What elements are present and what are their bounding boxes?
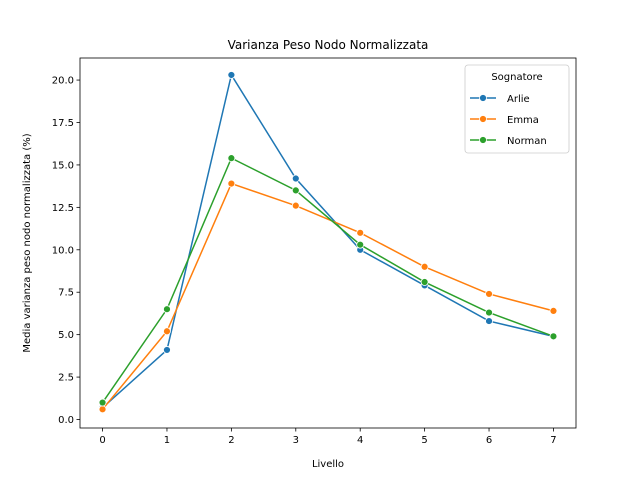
y-axis-label: Media varianza peso nodo normalizzata (%… bbox=[22, 133, 33, 352]
legend-label-norman: Norman bbox=[507, 136, 547, 147]
data-point-norman bbox=[485, 308, 493, 317]
y-tick-label: 2.5 bbox=[58, 373, 74, 384]
x-tick-label: 4 bbox=[357, 435, 363, 446]
data-point-arlie bbox=[485, 317, 493, 325]
data-point-arlie bbox=[227, 71, 236, 79]
legend-label-arlie: Arlie bbox=[507, 94, 530, 105]
legend-box bbox=[464, 64, 570, 154]
legend-marker-arlie bbox=[479, 94, 487, 102]
series-line-emma bbox=[101, 182, 554, 410]
data-point-emma bbox=[163, 327, 171, 336]
y-tick-label: 7.5 bbox=[58, 288, 74, 299]
data-point-norman bbox=[420, 278, 429, 286]
data-point-norman bbox=[549, 332, 558, 341]
x-tick-label: 6 bbox=[486, 435, 492, 446]
data-point-emma bbox=[549, 306, 558, 315]
y-tick-label: 0.0 bbox=[58, 415, 74, 426]
y-tick-label: 20.0 bbox=[52, 76, 74, 87]
data-point-arlie bbox=[291, 174, 300, 183]
y-tick-label: 17.5 bbox=[52, 118, 74, 129]
legend-label-emma: Emma bbox=[507, 115, 539, 126]
data-point-arlie bbox=[163, 346, 171, 354]
x-tick-label: 0 bbox=[99, 435, 105, 446]
plot-area: 0 1 2 3 4 5 6 7 0.0 2.5 5.0 7.5 10.0 12.5 15.0 17.5 20.0 bbox=[52, 57, 577, 446]
x-tick-label: 3 bbox=[293, 435, 299, 446]
data-point-norman bbox=[98, 398, 107, 407]
series-line-arlie bbox=[102, 73, 554, 409]
legend-title: Sognatore bbox=[491, 72, 542, 83]
x-axis-label: Livello bbox=[312, 459, 344, 470]
data-point-norman bbox=[356, 240, 365, 249]
data-point-norman bbox=[163, 305, 171, 314]
data-point-emma bbox=[291, 201, 300, 210]
x-tick-label: 2 bbox=[228, 435, 234, 446]
x-tick-label: 5 bbox=[421, 435, 427, 446]
legend-marker-norman bbox=[479, 136, 487, 144]
chart-title: Varianza Peso Nodo Normalizzata bbox=[228, 38, 429, 52]
y-tick-label: 12.5 bbox=[52, 203, 74, 214]
y-tick-label: 15.0 bbox=[52, 160, 74, 171]
data-point-emma bbox=[485, 290, 493, 298]
legend-marker-emma bbox=[479, 115, 487, 123]
data-point-norman bbox=[227, 154, 236, 163]
y-tick-label: 10.0 bbox=[52, 245, 74, 256]
legend: Sognatore Arlie Emma Norman bbox=[464, 64, 570, 154]
data-point-emma bbox=[98, 405, 107, 414]
data-point-norman bbox=[291, 186, 300, 195]
x-tick-label: 7 bbox=[550, 435, 556, 446]
y-tick-label: 5.0 bbox=[58, 330, 74, 341]
data-point-emma bbox=[420, 262, 429, 271]
data-point-emma bbox=[227, 179, 236, 188]
axes-frame bbox=[79, 57, 577, 429]
series-line-norman bbox=[101, 157, 554, 403]
data-point-emma bbox=[356, 228, 365, 237]
x-tick-label: 1 bbox=[164, 435, 170, 446]
